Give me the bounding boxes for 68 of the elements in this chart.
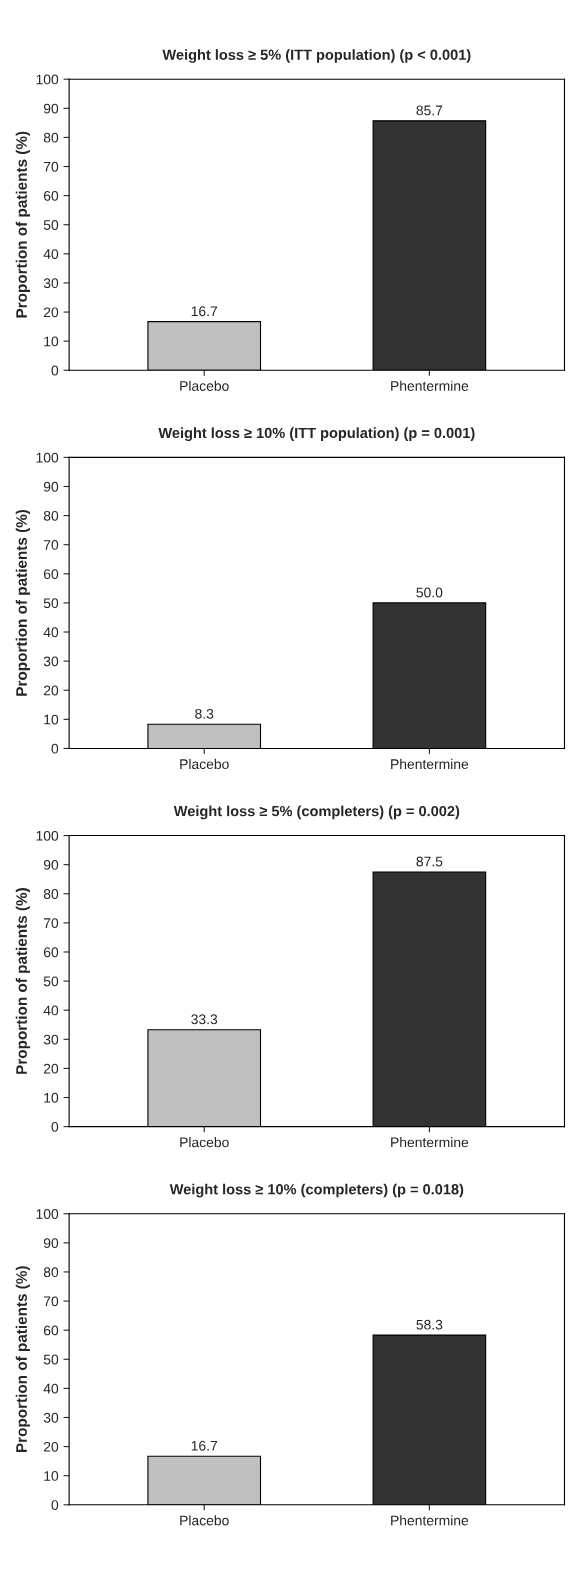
y-tick-label: 30 bbox=[43, 278, 59, 289]
data-label: 16.7 bbox=[191, 306, 218, 317]
y-tick-label: 40 bbox=[43, 627, 59, 638]
y-tick-label: 90 bbox=[43, 481, 59, 492]
y-tick-label: 50 bbox=[43, 976, 59, 987]
y-tick-label: 70 bbox=[43, 1296, 59, 1307]
y-tick-label: 80 bbox=[43, 1267, 59, 1278]
y-tick-label: 0 bbox=[51, 365, 59, 376]
y-tick-label: 50 bbox=[43, 1354, 59, 1365]
chart-title: Weight loss ≥ 5% (ITT population) (p < 0.001) bbox=[162, 49, 471, 63]
y-tick-label: 40 bbox=[43, 1383, 59, 1394]
x-tick-label: Placebo bbox=[180, 1137, 229, 1148]
data-label: 16.7 bbox=[191, 1440, 218, 1451]
y-tick-label: 10 bbox=[44, 336, 59, 347]
y-tick-label: 50 bbox=[43, 598, 59, 609]
data-label: 50.0 bbox=[416, 587, 443, 598]
data-label: 58.3 bbox=[416, 1319, 443, 1330]
y-tick-label: 80 bbox=[43, 132, 59, 143]
y-tick-label: 50 bbox=[43, 220, 59, 230]
y-tick-label: 30 bbox=[43, 1412, 59, 1423]
chart-title: Weight loss ≥ 10% (completers) (p = 0.018) bbox=[169, 1183, 464, 1198]
y-tick-label: 0 bbox=[51, 1500, 59, 1510]
x-tick-label: Placebo bbox=[180, 380, 229, 391]
y-tick-label: 10 bbox=[44, 1092, 59, 1103]
x-tick-label: Phentermine bbox=[391, 380, 469, 391]
y-tick-label: 20 bbox=[43, 685, 59, 696]
y-tick-label: 40 bbox=[43, 1005, 59, 1016]
y-tick-label: 60 bbox=[43, 1325, 59, 1336]
y-tick-label: 100 bbox=[36, 74, 59, 85]
x-tick-label: Phentermine bbox=[391, 758, 469, 770]
y-tick-label: 10 bbox=[44, 1471, 59, 1481]
data-label: 33.3 bbox=[191, 1014, 218, 1025]
y-tick-label: 80 bbox=[43, 510, 59, 521]
y-axis-title: Proportion of patients (%) bbox=[15, 1266, 30, 1453]
y-tick-label: 30 bbox=[43, 1034, 59, 1045]
y-tick-label: 80 bbox=[43, 889, 59, 899]
y-tick-label: 60 bbox=[43, 947, 59, 958]
y-tick-label: 70 bbox=[43, 918, 59, 929]
x-tick-label: Phentermine bbox=[391, 1515, 469, 1526]
y-tick-label: 100 bbox=[36, 830, 59, 841]
y-tick-label: 30 bbox=[43, 656, 59, 667]
y-tick-label: 20 bbox=[43, 1063, 59, 1074]
data-label: 8.3 bbox=[195, 708, 214, 719]
y-tick-label: 100 bbox=[36, 452, 59, 463]
y-tick-label: 60 bbox=[43, 569, 59, 579]
x-tick-label: Placebo bbox=[180, 1515, 229, 1526]
y-tick-label: 0 bbox=[51, 743, 59, 754]
y-tick-label: 40 bbox=[43, 249, 59, 260]
data-label: 85.7 bbox=[416, 105, 443, 116]
y-axis-title: Proportion of patients (%) bbox=[15, 888, 30, 1074]
y-tick-label: 60 bbox=[43, 190, 59, 201]
data-label: 87.5 bbox=[416, 856, 443, 867]
y-axis-title: Proportion of patients (%) bbox=[15, 131, 30, 318]
y-tick-label: 20 bbox=[43, 1441, 59, 1452]
x-tick-label: Placebo bbox=[180, 758, 229, 770]
y-tick-label: 90 bbox=[43, 1238, 59, 1249]
y-tick-label: 90 bbox=[43, 103, 59, 114]
y-tick-label: 20 bbox=[43, 307, 59, 318]
y-tick-label: 100 bbox=[36, 1209, 59, 1219]
y-tick-label: 70 bbox=[43, 161, 59, 172]
y-tick-label: 70 bbox=[43, 540, 59, 550]
y-tick-label: 0 bbox=[51, 1121, 59, 1132]
x-tick-label: Phentermine bbox=[391, 1137, 469, 1148]
y-tick-label: 10 bbox=[44, 714, 59, 725]
y-axis-title: Proportion of patients (%) bbox=[15, 509, 30, 696]
chart-title: Weight loss ≥ 5% (completers) (p = 0.002) bbox=[173, 805, 460, 820]
y-tick-label: 90 bbox=[43, 860, 59, 870]
chart-title: Weight loss ≥ 10% (ITT population) (p = 0.001) bbox=[158, 427, 475, 442]
